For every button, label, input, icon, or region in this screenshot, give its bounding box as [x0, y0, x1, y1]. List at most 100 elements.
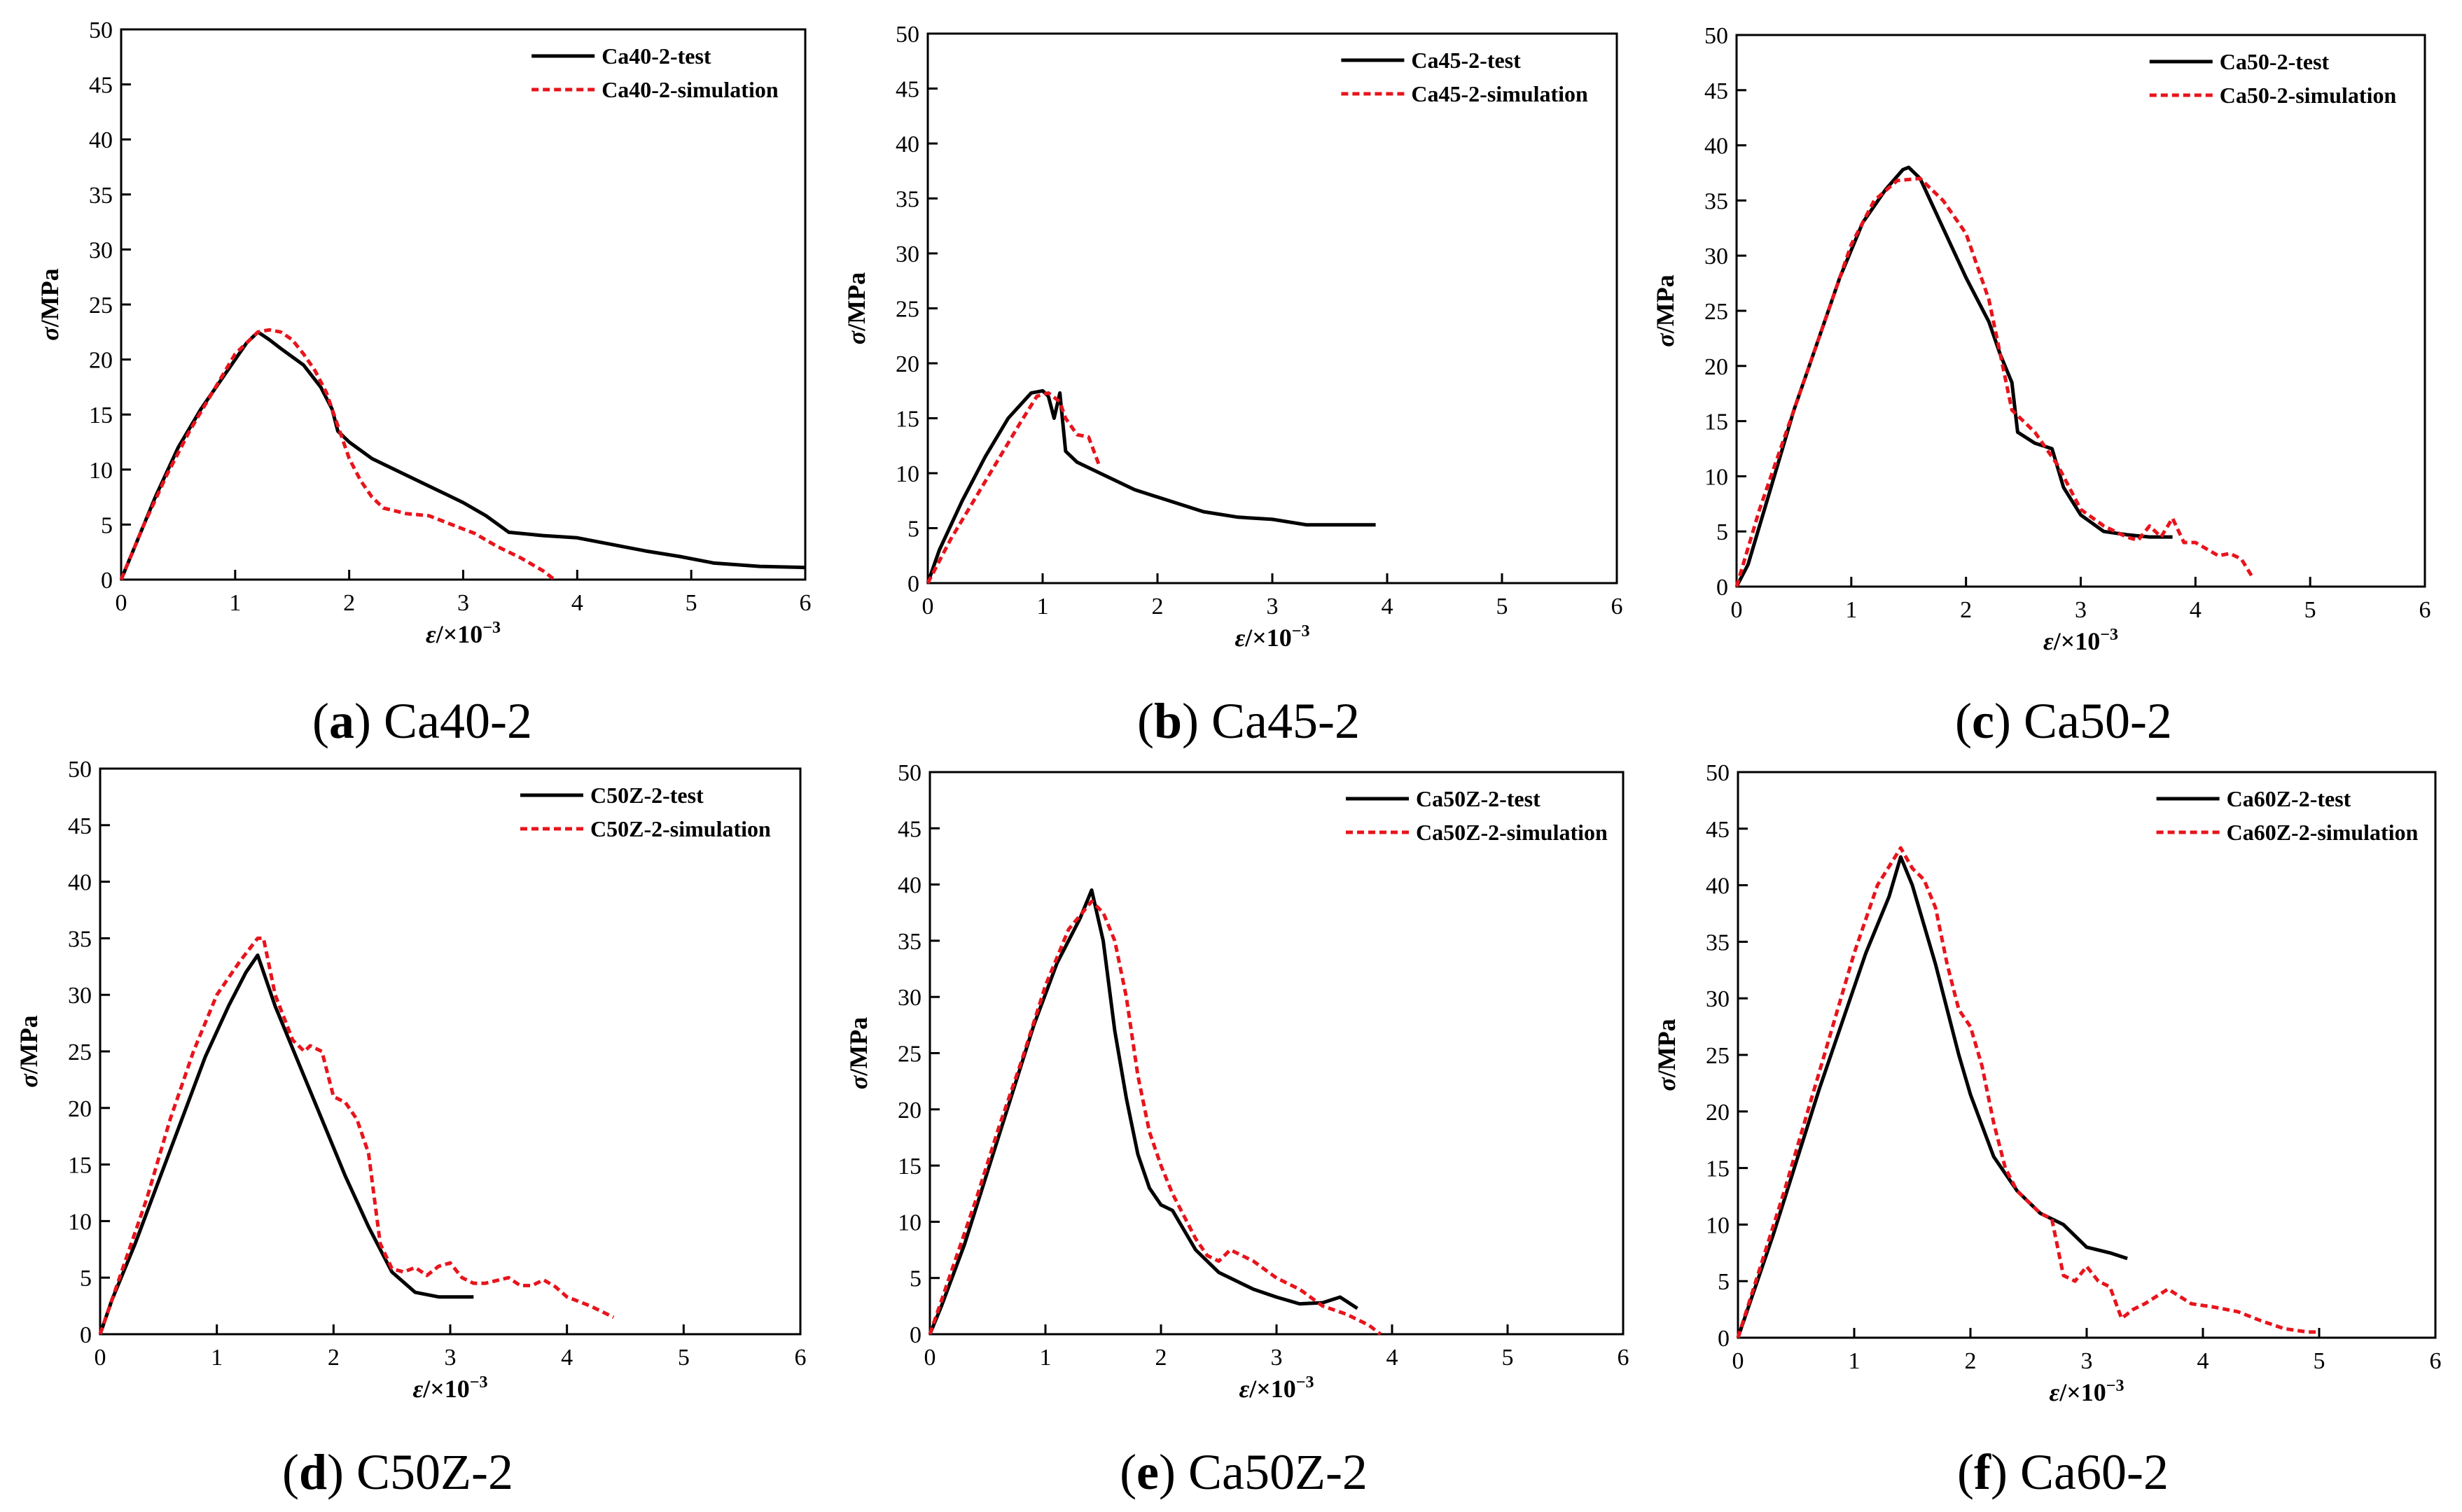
plot-frame: [929, 771, 1625, 1336]
x-tick-label: 2: [1960, 597, 1972, 623]
legend-label: C50Z-2-simulation: [590, 816, 771, 841]
y-tick-label: 15: [898, 1154, 921, 1180]
x-axis-label: ε/×10−3: [1235, 622, 1310, 652]
x-axis-label: ε/×10−3: [426, 619, 501, 648]
legend-label: Ca40-2-simulation: [601, 77, 779, 102]
x-tick-label: 0: [922, 594, 934, 620]
y-tick-label: 10: [68, 1209, 92, 1235]
legend-label: Ca45-2-test: [1411, 48, 1521, 73]
y-tick-label: 50: [68, 757, 92, 783]
y-tick-label: 40: [1706, 874, 1730, 899]
x-axis-label: ε/×10−3: [413, 1373, 488, 1403]
panel-caption: (d) C50Z-2: [282, 1444, 513, 1500]
x-tick-label: 4: [1386, 1345, 1398, 1371]
test-series-line: [926, 388, 1376, 584]
y-tick-label: 40: [68, 870, 92, 896]
y-tick-label: 45: [68, 813, 92, 839]
x-tick-label: 4: [2197, 1348, 2209, 1374]
chart-panel-e: 0 1 2 3 4 5 605101520253035404550ε/×10−3σ/MPaC…: [844, 760, 1629, 1403]
x-tick-label: 5: [686, 590, 697, 616]
y-tick-label: 25: [68, 1040, 92, 1065]
y-tick-label: 15: [68, 1153, 92, 1179]
y-tick-label: 5: [907, 517, 919, 542]
y-tick-label: 45: [1706, 817, 1730, 843]
x-tick-label: 0: [1732, 1348, 1744, 1374]
x-tick-label: 3: [1271, 1345, 1283, 1371]
legend-label: Ca50Z-2-test: [1416, 786, 1541, 811]
y-tick-label: 45: [896, 77, 919, 103]
x-tick-label: 6: [2430, 1348, 2442, 1374]
y-tick-label: 10: [1706, 1212, 1730, 1238]
y-tick-label: 0: [907, 571, 919, 597]
y-tick-label: 0: [1716, 575, 1728, 601]
x-tick-label: 4: [1382, 594, 1393, 620]
y-tick-label: 35: [1704, 188, 1728, 214]
x-axis-label: ε/×10−3: [1239, 1373, 1314, 1403]
test-series-line: [1736, 855, 2128, 1338]
y-tick-label: 10: [89, 458, 113, 484]
y-tick-label: 35: [89, 183, 113, 209]
x-tick-label: 5: [2304, 597, 2316, 623]
y-tick-label: 10: [1704, 464, 1728, 490]
y-tick-label: 30: [898, 985, 921, 1011]
y-tick-label: 20: [1704, 354, 1728, 380]
x-tick-label: 2: [343, 590, 355, 616]
x-tick-label: 3: [2075, 597, 2087, 623]
panel-caption: (a) Ca40-2: [312, 693, 532, 749]
plot-frame: [1737, 771, 2437, 1339]
y-axis-label: σ/MPa: [844, 1017, 872, 1089]
y-tick-label: 10: [896, 461, 919, 487]
y-tick-label: 20: [896, 351, 919, 377]
x-tick-label: 2: [1152, 594, 1164, 620]
y-tick-label: 5: [1716, 519, 1728, 545]
x-axis-label: ε/×10−3: [2050, 1377, 2124, 1406]
legend-label: Ca50-2-test: [2220, 49, 2330, 74]
panel-caption: (e) Ca50Z-2: [1120, 1444, 1368, 1500]
panel-caption: (c) Ca50-2: [1955, 693, 2172, 749]
y-tick-label: 5: [101, 512, 113, 538]
x-tick-label: 5: [1496, 594, 1508, 620]
y-axis-label: σ/MPa: [36, 268, 64, 340]
y-tick-label: 25: [1706, 1043, 1730, 1069]
chart-panel-a: 0 1 2 3 4 5 605101520253035404550ε/×10−3σ/MPaC…: [36, 18, 812, 648]
chart-panel-f: 0 1 2 3 4 5 605101520253035404550ε/×10−3σ/MPaC…: [1653, 760, 2442, 1406]
y-tick-label: 20: [68, 1096, 92, 1122]
y-tick-label: 35: [896, 187, 919, 213]
y-tick-label: 25: [896, 297, 919, 323]
x-tick-label: 3: [1267, 594, 1279, 620]
x-tick-label: 0: [924, 1345, 936, 1371]
legend-label: Ca45-2-simulation: [1411, 81, 1588, 106]
y-tick-label: 20: [1706, 1100, 1730, 1126]
y-tick-label: 0: [80, 1322, 92, 1348]
y-tick-label: 30: [89, 237, 113, 263]
y-tick-label: 20: [89, 348, 113, 374]
y-tick-label: 25: [89, 293, 113, 318]
x-tick-label: 5: [678, 1345, 690, 1371]
test-series-line: [1734, 165, 2173, 588]
x-tick-label: 1: [1040, 1345, 1052, 1371]
plot-frame: [120, 28, 807, 581]
simulation-series-line: [926, 391, 1102, 584]
x-tick-label: 2: [1155, 1345, 1167, 1371]
x-tick-label: 0: [116, 590, 127, 616]
y-tick-label: 50: [1706, 760, 1730, 786]
panel-caption: (b) Ca45-2: [1137, 693, 1360, 749]
plot-frame: [926, 32, 1618, 584]
y-tick-label: 25: [898, 1042, 921, 1068]
x-tick-label: 6: [1611, 594, 1623, 620]
test-series-line: [928, 888, 1358, 1335]
y-tick-label: 30: [68, 983, 92, 1009]
chart-panel-c: 0 1 2 3 4 5 605101520253035404550ε/×10−3σ/MPaC…: [1651, 23, 2431, 655]
legend-label: Ca50-2-simulation: [2220, 83, 2397, 108]
x-tick-label: 3: [457, 590, 469, 616]
y-tick-label: 0: [101, 568, 113, 594]
x-tick-label: 6: [800, 590, 812, 616]
y-axis-label: σ/MPa: [842, 272, 870, 344]
y-tick-label: 15: [1706, 1156, 1730, 1182]
x-tick-label: 3: [445, 1345, 457, 1371]
y-tick-label: 50: [89, 18, 113, 43]
x-tick-label: 6: [795, 1345, 807, 1371]
y-tick-label: 40: [89, 127, 113, 153]
y-tick-label: 35: [898, 929, 921, 955]
y-tick-label: 40: [1704, 134, 1728, 160]
